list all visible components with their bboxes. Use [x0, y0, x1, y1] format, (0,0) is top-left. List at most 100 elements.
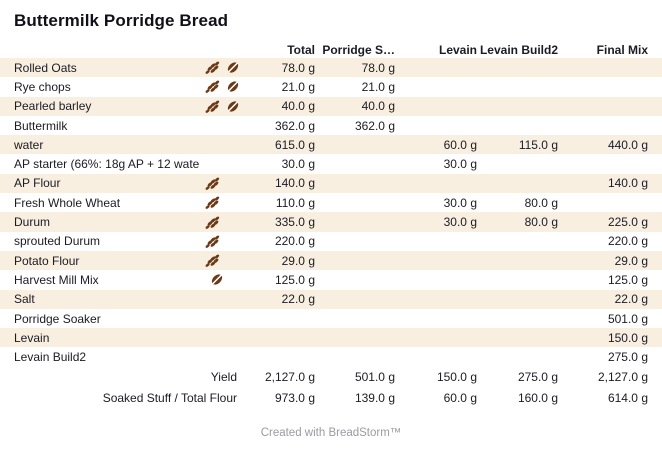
ingredient-icons: [200, 80, 262, 94]
ingredient-icons: [200, 273, 262, 286]
grain-icon: [226, 80, 240, 93]
qty-levain-build2: 80.0 g: [524, 215, 558, 230]
qty-final-mix: 29.0 g: [614, 253, 648, 268]
qty-porridge-soaker: 40.0 g: [361, 99, 395, 114]
qty-final-mix: 2,127.0 g: [597, 370, 648, 384]
summary-label: Soaked Stuff / Total Flour: [102, 390, 237, 405]
qty-levain: 30.0 g: [443, 215, 477, 230]
table-row: Porridge Soaker 501.0 g: [0, 309, 662, 328]
ingredient-icons: [200, 177, 262, 190]
table-row: AP starter (66%: 18g AP + 12 water) 30.0…: [0, 154, 662, 173]
wheat-icon: [205, 196, 221, 210]
table-row: Harvest Mill Mix 125.0 g 125.0 g: [0, 270, 662, 289]
ingredient-name: sprouted Durum: [14, 234, 101, 249]
qty-total: 2,127.0 g: [264, 370, 315, 384]
ingredient-name: Potato Flour: [14, 253, 80, 268]
ingredient-name: Durum: [14, 215, 51, 230]
summary-row-yield: Yield 2,127.0 g 501.0 g 150.0 g 275.0 g …: [0, 366, 662, 388]
column-header-total: Total: [287, 42, 315, 57]
qty-porridge-soaker: 362.0 g: [354, 118, 395, 133]
qty-total: 78.0 g: [281, 60, 315, 75]
created-with-breadstorm-credit: Created with BreadStorm™: [260, 427, 402, 439]
qty-final-mix: 501.0 g: [607, 311, 648, 326]
qty-total: 22.0 g: [281, 292, 315, 307]
wheat-icon: [205, 100, 221, 113]
ingredient-name: Salt: [14, 292, 35, 307]
qty-total: 335.0 g: [274, 215, 315, 230]
qty-levain-build2: 275.0 g: [517, 370, 558, 384]
qty-levain: 30.0 g: [443, 195, 477, 210]
ingredient-name: Harvest Mill Mix: [14, 272, 99, 287]
summary-row-soaked-stuff: Soaked Stuff / Total Flour 973.0 g 139.0…: [0, 387, 662, 408]
qty-total: 362.0 g: [274, 118, 315, 133]
qty-total: 21.0 g: [281, 79, 315, 94]
table-row: Rye chops 21.0 g 21.0 g: [0, 77, 662, 96]
qty-total: 615.0 g: [274, 137, 315, 152]
table-header: Total Porridge S… Levain Levain Build2 F…: [0, 41, 662, 58]
table-row: Levain Build2 275.0 g: [0, 347, 662, 366]
ingredient-name: Rye chops: [14, 79, 71, 94]
qty-final-mix: 225.0 g: [607, 215, 648, 230]
table-row: Pearled barley 40.0 g 40.0 g: [0, 96, 662, 116]
qty-final-mix: 140.0 g: [607, 176, 648, 191]
table-row: Buttermilk 362.0 g 362.0 g: [0, 116, 662, 135]
table-row: sprouted Durum 220.0 g 220.0 g: [0, 232, 662, 251]
table-row: Salt 22.0 g 22.0 g: [0, 289, 662, 309]
column-header-final-mix: Final Mix: [596, 42, 648, 57]
qty-total: 110.0 g: [275, 195, 315, 210]
table-row: Levain 150.0 g: [0, 328, 662, 348]
table-row: Fresh Whole Wheat 110.0 g 30.0 g 80.0 g: [0, 193, 662, 212]
ingredient-name: Levain: [14, 330, 50, 345]
qty-final-mix: 220.0 g: [607, 234, 648, 249]
ingredient-rows: Rolled Oats 78.0 g 78.0 g Rye chops 21.0…: [0, 58, 662, 367]
qty-final-mix: 440.0 g: [607, 137, 648, 152]
qty-levain: 150.0 g: [436, 370, 477, 384]
qty-levain-build2: 80.0 g: [524, 195, 558, 210]
table-row: Rolled Oats 78.0 g 78.0 g: [0, 58, 662, 78]
wheat-icon: [205, 254, 221, 267]
wheat-icon: [205, 235, 221, 248]
ingredient-name: Rolled Oats: [14, 60, 77, 75]
ingredient-name: Levain Build2: [14, 350, 87, 365]
grain-icon: [226, 100, 240, 113]
qty-porridge-soaker: 139.0 g: [354, 390, 395, 405]
qty-levain-build2: 115.0 g: [518, 137, 558, 152]
qty-final-mix: 125.0 g: [607, 272, 648, 287]
qty-final-mix: 22.0 g: [614, 292, 648, 307]
qty-final-mix: 275.0 g: [607, 350, 648, 365]
qty-porridge-soaker: 21.0 g: [361, 79, 395, 94]
qty-total: 30.0 g: [281, 157, 315, 172]
qty-total: 125.0 g: [274, 272, 315, 287]
wheat-icon: [205, 177, 221, 190]
ingredient-name: water: [14, 137, 44, 152]
ingredient-name: AP Flour: [14, 176, 61, 191]
qty-final-mix: 614.0 g: [607, 390, 648, 405]
page-title: Buttermilk Porridge Bread: [14, 11, 229, 30]
ingredient-icons: [200, 196, 262, 210]
wheat-icon: [205, 61, 221, 74]
summary-rows: Yield 2,127.0 g 501.0 g 150.0 g 275.0 g …: [0, 366, 662, 408]
column-header-porridge-soaker: Porridge S…: [322, 42, 395, 57]
qty-total: 220.0 g: [274, 234, 315, 249]
ingredient-icons: [200, 235, 262, 248]
qty-final-mix: 150.0 g: [607, 330, 648, 345]
qty-total: 973.0 g: [274, 390, 315, 405]
qty-porridge-soaker: 78.0 g: [361, 60, 395, 75]
qty-levain: 60.0 g: [443, 137, 477, 152]
wheat-icon: [205, 216, 221, 229]
summary-label: Yield: [210, 370, 237, 384]
qty-levain: 30.0 g: [443, 157, 477, 172]
ingredient-icons: [200, 61, 262, 74]
table-row: Potato Flour 29.0 g 29.0 g: [0, 250, 662, 271]
ingredient-name: Porridge Soaker: [14, 311, 101, 326]
ingredient-name: AP starter (66%: 18g AP + 12 water): [14, 157, 200, 172]
column-header-levain-build2: Levain Build2: [479, 42, 558, 57]
table-row: AP Flour 140.0 g 140.0 g: [0, 173, 662, 194]
qty-total: 140.0 g: [274, 176, 315, 191]
grain-icon: [226, 61, 240, 74]
ingredient-name: Fresh Whole Wheat: [14, 195, 121, 210]
ingredient-icons: [200, 216, 262, 229]
column-header-levain: Levain: [438, 42, 477, 57]
ingredient-name: Buttermilk: [14, 118, 68, 133]
